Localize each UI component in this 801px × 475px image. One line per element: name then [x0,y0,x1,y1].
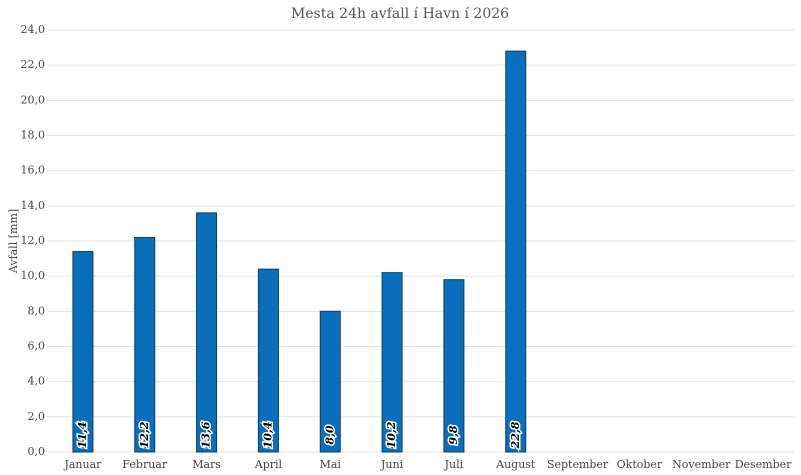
bar [381,272,403,453]
y-tick-label: 14,0 [21,199,46,212]
value-label: 9,8 [447,425,460,444]
x-tick-label: September [547,458,609,471]
x-tick-label: November [672,458,731,471]
y-tick-label: 22,0 [21,58,46,71]
x-tick-label: Juni [380,458,404,471]
value-label: 10,2 [385,421,398,448]
x-tick-label: April [254,458,283,471]
y-tick-label: 0,0 [28,445,46,458]
y-tick-label: 6,0 [28,340,46,353]
x-tick-label: Mai [320,458,342,471]
value-label: 12,2 [138,421,151,448]
y-tick-label: 12,0 [21,234,46,247]
x-tick-label: Desember [735,458,792,471]
y-tick-label: 4,0 [28,375,46,388]
y-tick-label: 24,0 [21,23,46,36]
x-tick-label: Februar [122,458,167,471]
x-tick-label: Juli [444,458,464,471]
bar [134,236,156,453]
value-label: 8,0 [323,425,336,444]
x-tick-label: August [495,458,536,471]
bar [319,310,341,453]
x-tick-label: Mars [192,458,221,471]
x-tick-label: Januar [63,458,102,471]
y-tick-label: 16,0 [21,164,46,177]
bar [505,50,527,453]
bar [72,251,94,453]
value-label: 11,4 [76,422,89,449]
value-label: 22,8 [509,421,522,449]
value-label: 13,6 [200,421,213,448]
chart-title: Mesta 24h avfall í Havn í 2026 [291,6,509,22]
bar [257,268,279,453]
y-axis-label: Avfall [mm] [7,209,20,274]
y-tick-label: 8,0 [28,304,46,317]
bar [443,279,465,453]
y-tick-label: 18,0 [21,129,46,142]
y-tick-label: 2,0 [28,410,46,423]
bar [196,212,218,453]
value-label: 10,4 [261,422,274,449]
y-tick-label: 20,0 [21,93,46,106]
x-tick-label: Oktober [617,458,663,471]
y-tick-label: 10,0 [21,269,46,282]
